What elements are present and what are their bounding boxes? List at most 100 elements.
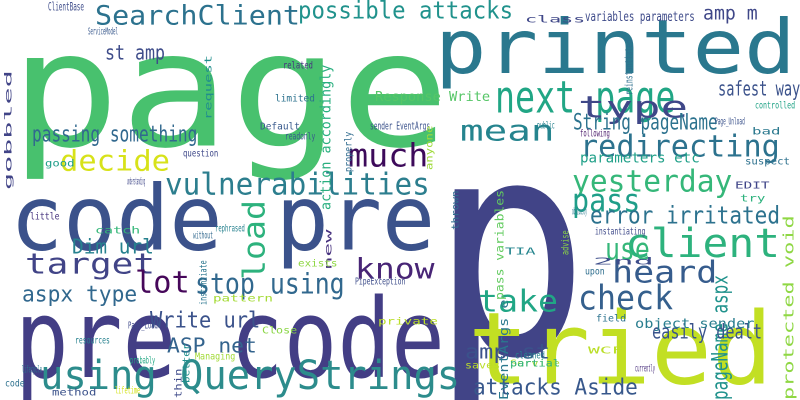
word-pre-code: pre code xyxy=(15,276,445,400)
word-heard: heard xyxy=(612,255,718,291)
word-redirecting: redirecting xyxy=(580,129,780,165)
word-code: code xyxy=(5,378,25,390)
word-stop-using: stop using xyxy=(195,267,345,301)
word-asp-net: ASP net xyxy=(167,334,257,359)
word-dim-url: Dim url xyxy=(72,235,154,260)
word-pass-variables: pass variables xyxy=(492,189,507,300)
word-vulnerabilities: vulnerabilities xyxy=(165,167,430,203)
word-class: class xyxy=(525,14,586,26)
word-code-pre: code pre xyxy=(10,167,436,272)
word-protected-void: protected void xyxy=(780,215,798,400)
word-cleaned: cleaned xyxy=(515,350,545,362)
word-understanding: understanding xyxy=(127,176,146,188)
word-exists: exists xyxy=(298,258,338,270)
word-st-amp: st amp xyxy=(105,41,166,66)
word-instantiate: instantiate xyxy=(198,260,210,305)
word-tried: tried xyxy=(468,291,773,400)
word-probably: probably xyxy=(130,355,156,367)
word-lifecycle: lifecycle xyxy=(22,364,42,376)
word-use: use xyxy=(605,232,650,268)
word-passing-something: passing something xyxy=(32,121,198,148)
word-properly: properly xyxy=(343,131,355,172)
word-reinstantiated: reinstantiated xyxy=(623,39,636,95)
word-object-sender: object sender xyxy=(635,314,755,331)
word-yesterday: yesterday xyxy=(572,164,733,200)
word-question: question xyxy=(183,148,219,160)
word-service: Service xyxy=(510,358,560,370)
word-mean: mean xyxy=(460,114,555,148)
word-limited: limited xyxy=(275,93,315,105)
word-partial: partial xyxy=(510,358,560,370)
word-anyone: anyone xyxy=(424,125,436,170)
word-saves: saves xyxy=(465,360,501,372)
word-next-page: next page xyxy=(495,70,676,124)
word-aspx-type: aspx type xyxy=(22,281,138,308)
word-eventargs-e: EventArgs e xyxy=(495,299,511,400)
word-method: method xyxy=(52,387,97,399)
word-close: Close xyxy=(262,325,298,337)
word-bad: bad xyxy=(752,126,781,138)
word-edit: EDIT xyxy=(735,180,770,192)
word-using-querystrings: using QueryStrings xyxy=(40,353,461,400)
word-servicemodel: ServiceModel xyxy=(88,26,119,38)
word-client: client xyxy=(625,221,781,268)
word-obviously: obviously xyxy=(572,206,587,218)
word-pattern: pattern xyxy=(213,293,273,305)
word-default: Default xyxy=(260,121,300,133)
word-thin: thin xyxy=(173,368,185,398)
word-sender-eventargs: sender EventArgs xyxy=(370,120,431,133)
word-rephrased: rephrased xyxy=(215,223,245,235)
word-lot: lot xyxy=(135,265,190,301)
word-page: page xyxy=(10,0,450,184)
word-action-accordingly: action accordingly xyxy=(317,64,335,210)
word-managing: Managing xyxy=(195,351,236,363)
word-wcf: WCF xyxy=(588,345,624,357)
word-parameters-etc: parameters etc xyxy=(580,149,700,167)
word-amp-m: amp m xyxy=(703,2,758,25)
word-request: request xyxy=(203,55,215,121)
word-currently: currently xyxy=(635,363,655,375)
word-page-load: Page_Load xyxy=(128,320,158,332)
word-try: try xyxy=(740,193,766,205)
word-without: without xyxy=(193,230,213,242)
word-easily-dealt: easily dealt xyxy=(652,320,763,345)
word-pipeexception: PipeException xyxy=(355,276,406,288)
word-much: much xyxy=(348,136,429,175)
word-little: little xyxy=(30,211,60,223)
word-controlled: controlled xyxy=(755,100,796,112)
word-variables-parameters: variables parameters xyxy=(585,7,695,25)
word-p: p xyxy=(430,74,590,400)
word-public: public xyxy=(537,120,555,132)
word-attacks-aside: attacks Aside xyxy=(473,374,638,400)
word-tia: TIA xyxy=(505,246,536,258)
word-check: check xyxy=(578,279,674,319)
word-related: related xyxy=(283,60,313,72)
word-decide: decide xyxy=(60,144,170,178)
word-suspect: suspect xyxy=(745,156,790,168)
word-clientbase: ClientBase xyxy=(48,0,85,14)
word-know: know xyxy=(355,252,435,286)
word-printed: printed xyxy=(435,3,796,91)
word-error-irritated: error irritated xyxy=(590,202,781,231)
word-gobbled: gobbled xyxy=(3,70,15,190)
word-lifetime: lifetime xyxy=(115,385,141,397)
word-good: good xyxy=(45,158,75,170)
word-type: type xyxy=(578,90,689,126)
word-2nd: 2nd xyxy=(593,256,654,268)
word-private: private xyxy=(378,316,438,328)
word-following: following xyxy=(580,128,610,140)
word-thrown: thrown xyxy=(450,190,462,230)
word-resources: resources xyxy=(75,335,110,347)
word-catch: catch xyxy=(95,225,141,237)
word-page-unload: Page_Unload xyxy=(715,116,745,128)
word-upon: upon xyxy=(585,266,605,278)
word-pass: pass xyxy=(572,181,641,220)
word-string-pagename: String pageName xyxy=(573,109,718,136)
word-safest-way: safest way xyxy=(718,77,800,102)
word-searchclient: SearchClient xyxy=(95,0,300,32)
word-amp-st: amp st xyxy=(465,340,551,365)
word-possible-attacks: possible attacks xyxy=(298,0,514,26)
word-response-write: Response Write xyxy=(375,87,491,104)
word-field: field xyxy=(596,313,627,325)
